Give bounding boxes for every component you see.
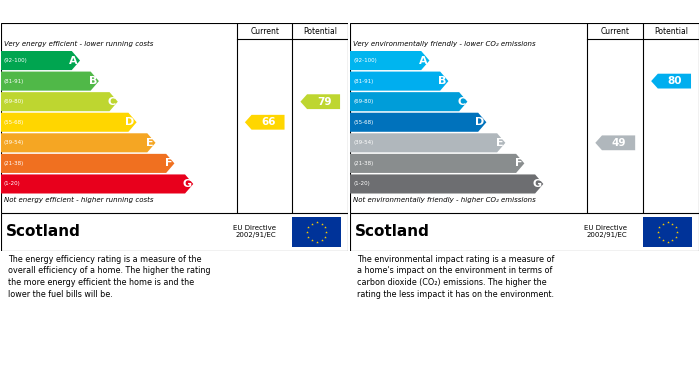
Text: 49: 49 [612, 138, 626, 148]
Polygon shape [1, 92, 118, 111]
Text: (81-91): (81-91) [4, 79, 25, 84]
Text: (92-100): (92-100) [4, 58, 28, 63]
Polygon shape [350, 51, 429, 70]
Polygon shape [350, 113, 486, 132]
Text: F: F [515, 158, 522, 169]
Text: (1-20): (1-20) [353, 181, 370, 187]
Text: Very environmentally friendly - lower CO₂ emissions: Very environmentally friendly - lower CO… [353, 41, 536, 47]
Text: (39-54): (39-54) [4, 140, 25, 145]
Text: Scotland: Scotland [6, 224, 81, 240]
Polygon shape [300, 94, 340, 109]
Polygon shape [245, 115, 284, 130]
Text: The environmental impact rating is a measure of
a home's impact on the environme: The environmental impact rating is a mea… [357, 255, 554, 299]
Polygon shape [350, 154, 524, 173]
Polygon shape [651, 74, 691, 88]
Text: Energy Efficiency Rating: Energy Efficiency Rating [6, 7, 160, 17]
Text: (1-20): (1-20) [4, 181, 21, 187]
Text: D: D [125, 117, 134, 127]
Text: Potential: Potential [654, 27, 688, 36]
Polygon shape [1, 174, 193, 194]
Text: The energy efficiency rating is a measure of the
overall efficiency of a home. T: The energy efficiency rating is a measur… [8, 255, 211, 299]
Polygon shape [1, 133, 155, 152]
Text: Scotland: Scotland [355, 224, 430, 240]
Text: (21-38): (21-38) [353, 161, 373, 166]
Text: C: C [457, 97, 466, 107]
Text: (21-38): (21-38) [4, 161, 25, 166]
Polygon shape [1, 113, 136, 132]
Text: (39-54): (39-54) [353, 140, 373, 145]
Polygon shape [350, 72, 449, 91]
Text: Not energy efficient - higher running costs: Not energy efficient - higher running co… [4, 197, 153, 203]
Text: B: B [438, 76, 447, 86]
Text: E: E [146, 138, 153, 148]
Polygon shape [350, 174, 543, 194]
Text: 80: 80 [668, 76, 682, 86]
Polygon shape [350, 92, 468, 111]
Polygon shape [1, 72, 99, 91]
Text: A: A [419, 56, 428, 66]
Text: Current: Current [601, 27, 630, 36]
Text: Current: Current [250, 27, 279, 36]
Text: (55-68): (55-68) [353, 120, 373, 125]
Text: B: B [88, 76, 97, 86]
Text: G: G [532, 179, 541, 189]
Text: (81-91): (81-91) [353, 79, 373, 84]
Polygon shape [350, 133, 505, 152]
Text: A: A [69, 56, 78, 66]
Polygon shape [1, 51, 80, 70]
Text: (69-80): (69-80) [4, 99, 25, 104]
Polygon shape [1, 154, 174, 173]
Text: F: F [165, 158, 172, 169]
Text: Potential: Potential [303, 27, 337, 36]
Bar [643, 217, 692, 247]
Text: (55-68): (55-68) [4, 120, 25, 125]
Text: (69-80): (69-80) [353, 99, 373, 104]
Text: E: E [496, 138, 503, 148]
Text: 66: 66 [261, 117, 276, 127]
Text: 79: 79 [317, 97, 331, 107]
Text: (92-100): (92-100) [353, 58, 377, 63]
Text: EU Directive
2002/91/EC: EU Directive 2002/91/EC [584, 226, 626, 239]
Text: G: G [182, 179, 191, 189]
Text: Very energy efficient - lower running costs: Very energy efficient - lower running co… [4, 41, 153, 47]
Bar [293, 217, 341, 247]
Text: D: D [475, 117, 484, 127]
Text: EU Directive
2002/91/EC: EU Directive 2002/91/EC [234, 226, 276, 239]
Text: Environmental Impact (CO₂) Rating: Environmental Impact (CO₂) Rating [355, 7, 574, 17]
Polygon shape [595, 135, 635, 150]
Text: C: C [108, 97, 116, 107]
Text: Not environmentally friendly - higher CO₂ emissions: Not environmentally friendly - higher CO… [353, 197, 536, 203]
